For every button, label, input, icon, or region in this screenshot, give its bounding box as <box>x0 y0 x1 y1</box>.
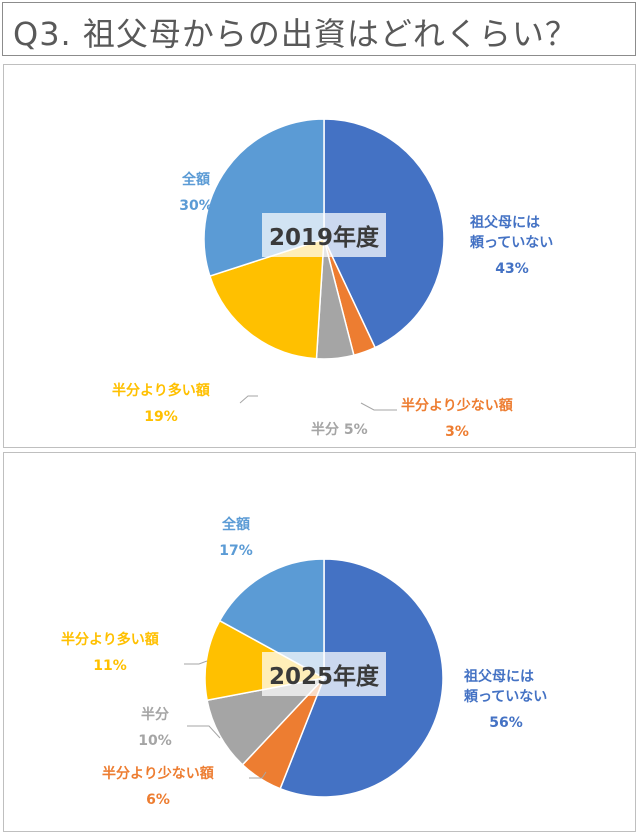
slice-name-label: 半分 5% <box>311 421 368 438</box>
page-title: Q3. 祖父母からの出資はどれくらい？ <box>13 15 578 53</box>
chart-panel-2025: 祖父母には頼っていない 56% 半分より少ない額 6% 半分 10% 半分より多い額 11% 全… <box>3 452 636 832</box>
slice-value-label: 19% <box>144 409 178 425</box>
slice-label-full-amount: 全額 17% <box>219 516 253 559</box>
slice-value-label: 30% <box>179 198 213 214</box>
leader-line-less-than-half <box>249 771 267 779</box>
center-label-box <box>262 652 386 696</box>
slice-value-label: 6% <box>146 792 170 808</box>
center-label-text: 2025年度 <box>269 663 380 690</box>
center-year-label: 2019年度 <box>262 213 386 257</box>
slice-value-label: 43% <box>495 261 529 277</box>
slice-name-label: 祖父母には <box>463 668 534 685</box>
center-label-text: 2019年度 <box>269 224 380 251</box>
leader-line-more-than-half <box>184 660 208 665</box>
slice-label-half: 半分 10% <box>138 706 172 749</box>
pie-slice-more-than-half <box>208 237 325 360</box>
slice-name-label: 半分 <box>141 706 169 723</box>
slice-value-label: 3% <box>445 424 469 440</box>
pie-slice-full-amount <box>218 558 325 680</box>
slice-label-half: 半分 5% <box>311 421 368 438</box>
slice-label-more-than-half: 半分より多い額 19% <box>112 382 210 425</box>
slice-name-label: 頼っていない <box>464 688 547 705</box>
leader-line-less-than-half <box>360 402 397 411</box>
slice-name-label: 祖父母には <box>469 214 540 231</box>
slice-label-less-than-half: 半分より少ない額 6% <box>102 765 214 808</box>
slice-name-label: 半分より多い額 <box>61 631 159 648</box>
slice-label-less-than-half: 半分より少ない額 3% <box>401 397 513 440</box>
slice-value-label: 56% <box>489 715 523 731</box>
center-label-box <box>262 213 386 257</box>
chart-panel-2019: 祖父母には頼っていない 43% 半分より少ない額 3% 半分 5% 半分より多い額 19% 全… <box>3 64 636 448</box>
leader-line-half <box>187 725 221 739</box>
slice-value-label: 17% <box>219 543 253 559</box>
slice-name-label: 半分より少ない額 <box>102 765 214 782</box>
pie-slice-half <box>206 676 327 766</box>
slice-value-label: 11% <box>93 658 127 674</box>
slice-label-full-amount: 全額 30% <box>179 171 213 214</box>
title-box: Q3. 祖父母からの出資はどれくらい？ <box>2 2 636 56</box>
slice-name-label: 半分より少ない額 <box>401 397 513 414</box>
center-year-label: 2025年度 <box>262 652 386 696</box>
slice-name-label: 全額 <box>221 516 250 533</box>
slice-name-label: 頼っていない <box>470 234 553 251</box>
slice-name-label: 半分より多い額 <box>112 382 210 399</box>
slice-value-label: 10% <box>138 733 172 749</box>
slice-name-label: 全額 <box>181 171 210 188</box>
leader-line-more-than-half <box>239 395 258 404</box>
slice-label-more-than-half: 半分より多い額 11% <box>61 631 159 674</box>
